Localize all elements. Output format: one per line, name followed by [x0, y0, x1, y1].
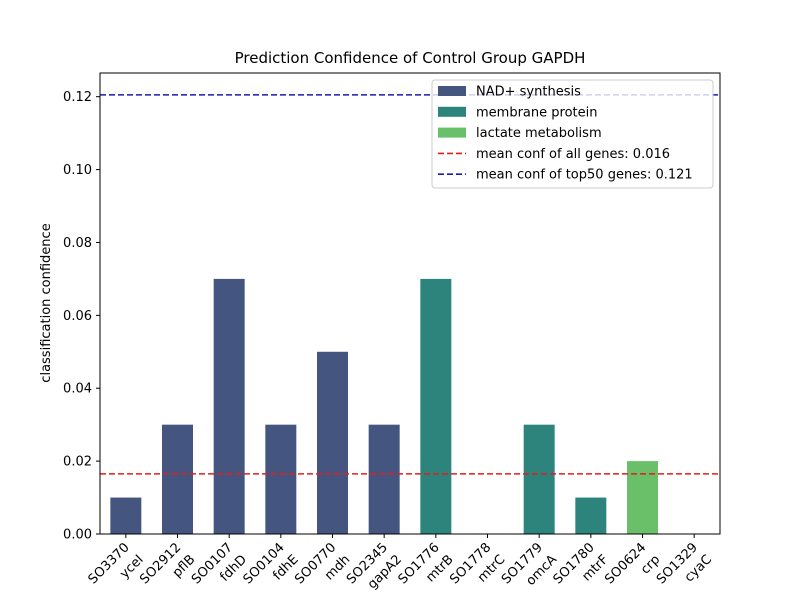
legend-box — [431, 79, 714, 189]
bar — [110, 497, 142, 534]
chart-title: Prediction Confidence of Control Group G… — [235, 49, 586, 67]
legend-label: NAD+ synthesis — [476, 85, 581, 100]
y-tick-label: 0.02 — [63, 455, 92, 470]
y-tick-label: 0.06 — [63, 309, 92, 324]
y-axis: 0.00 0.02 0.04 0.06 0.08 0.10 0.12 — [63, 90, 100, 543]
bar — [162, 424, 193, 534]
bar — [523, 424, 555, 534]
y-axis-label: classification confidence — [39, 223, 54, 382]
y-tick-label: 0.08 — [63, 236, 92, 251]
bars-layer — [110, 278, 658, 534]
legend-label: mean conf of top50 genes: 0.121 — [476, 168, 693, 183]
legend-swatch — [438, 86, 466, 96]
plot-frame — [99, 72, 721, 535]
bar — [213, 278, 245, 534]
y-tick-label: 0.04 — [63, 382, 92, 397]
bar — [317, 351, 348, 534]
legend: NAD+ synthesis membrane protein lactate me… — [431, 79, 714, 189]
legend-label: mean conf of all genes: 0.016 — [476, 147, 670, 162]
y-tick-label: 0.12 — [63, 90, 92, 105]
bar — [368, 424, 400, 534]
legend-label: membrane protein — [476, 105, 597, 120]
y-tick-label: 0.00 — [63, 528, 92, 543]
legend-swatch — [438, 127, 466, 138]
bar — [627, 461, 658, 534]
bar — [420, 278, 452, 534]
bar — [575, 497, 607, 534]
y-tick-label: 0.10 — [63, 163, 92, 178]
legend-swatch — [438, 106, 466, 117]
legend-label: lactate metabolism — [476, 126, 602, 141]
bar — [265, 424, 297, 534]
